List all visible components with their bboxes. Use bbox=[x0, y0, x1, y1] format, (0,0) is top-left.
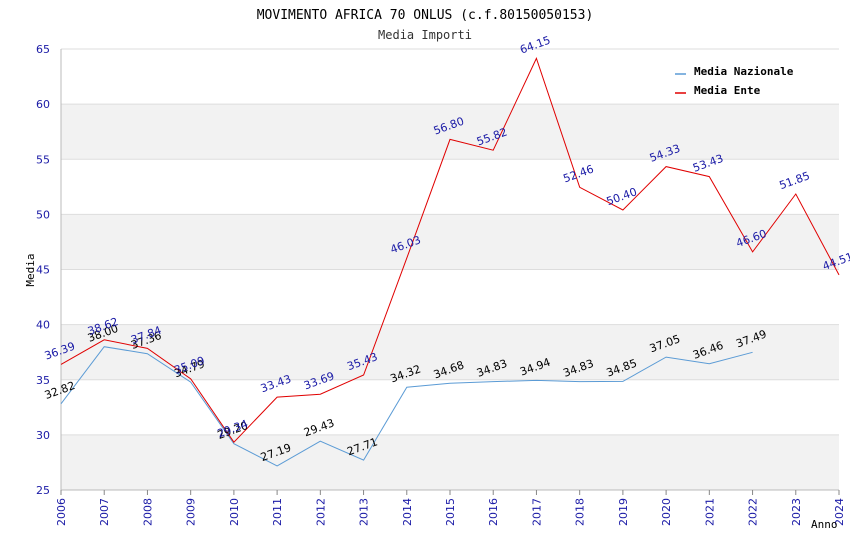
x-tick-label: 2021 bbox=[703, 498, 716, 526]
x-tick-label: 2020 bbox=[660, 498, 673, 526]
x-tick-label: 2023 bbox=[790, 498, 803, 526]
legend-label-media-nazionale: Media Nazionale bbox=[694, 65, 794, 78]
y-tick-label: 30 bbox=[36, 429, 50, 442]
y-tick-label: 55 bbox=[36, 153, 50, 166]
grid-band bbox=[61, 324, 839, 380]
y-tick-label: 25 bbox=[36, 484, 50, 497]
grid-band bbox=[61, 214, 839, 270]
x-tick-label: 2010 bbox=[228, 498, 241, 526]
x-tick-label: 2007 bbox=[98, 498, 111, 526]
y-tick-label: 50 bbox=[36, 208, 50, 221]
x-tick-label: 2022 bbox=[747, 498, 760, 526]
x-tick-label: 2008 bbox=[141, 498, 154, 526]
x-tick-label: 2009 bbox=[185, 498, 198, 526]
chart-title: MOVIMENTO AFRICA 70 ONLUS (c.f.801500501… bbox=[257, 8, 594, 23]
x-tick-label: 2011 bbox=[271, 498, 284, 526]
y-tick-label: 60 bbox=[36, 98, 50, 111]
x-tick-label: 2015 bbox=[444, 498, 457, 526]
x-tick-label: 2016 bbox=[487, 498, 500, 526]
legend-box bbox=[669, 60, 809, 102]
x-tick-label: 2018 bbox=[574, 498, 587, 526]
series-line-media-ente bbox=[60, 57, 840, 443]
legend-label-media-ente: Media Ente bbox=[694, 84, 761, 97]
y-axis-label: Media bbox=[24, 253, 37, 286]
x-tick-label: 2012 bbox=[314, 498, 327, 526]
x-tick-label: 2019 bbox=[617, 498, 630, 526]
y-tick-label: 45 bbox=[36, 264, 50, 277]
series-lines bbox=[60, 57, 840, 467]
x-tick-label: 2017 bbox=[530, 498, 543, 526]
y-tick-label: 65 bbox=[36, 43, 50, 56]
chart-subtitle: Media Importi bbox=[378, 28, 472, 42]
grid-band bbox=[61, 159, 839, 215]
legend: Media Nazionale Media Ente bbox=[669, 60, 809, 102]
x-axis-label: Anno bbox=[811, 518, 838, 531]
grid-band bbox=[61, 434, 839, 490]
x-tick-label: 2014 bbox=[401, 498, 414, 526]
y-tick-label: 35 bbox=[36, 374, 50, 387]
y-tick-label: 40 bbox=[36, 319, 50, 332]
x-tick-label: 2024 bbox=[833, 498, 846, 526]
x-tick-label: 2013 bbox=[358, 498, 371, 526]
grid-band bbox=[61, 269, 839, 325]
grid-band bbox=[61, 379, 839, 435]
grid-band bbox=[61, 104, 839, 160]
grid-bands bbox=[61, 49, 839, 490]
series-line-media-nazionale bbox=[60, 346, 753, 467]
axes: 25 30 35 40 45 50 55 60 65 2006 2007 2008 2009 2010 20… bbox=[36, 43, 846, 526]
x-tick-label: 2006 bbox=[55, 498, 68, 526]
